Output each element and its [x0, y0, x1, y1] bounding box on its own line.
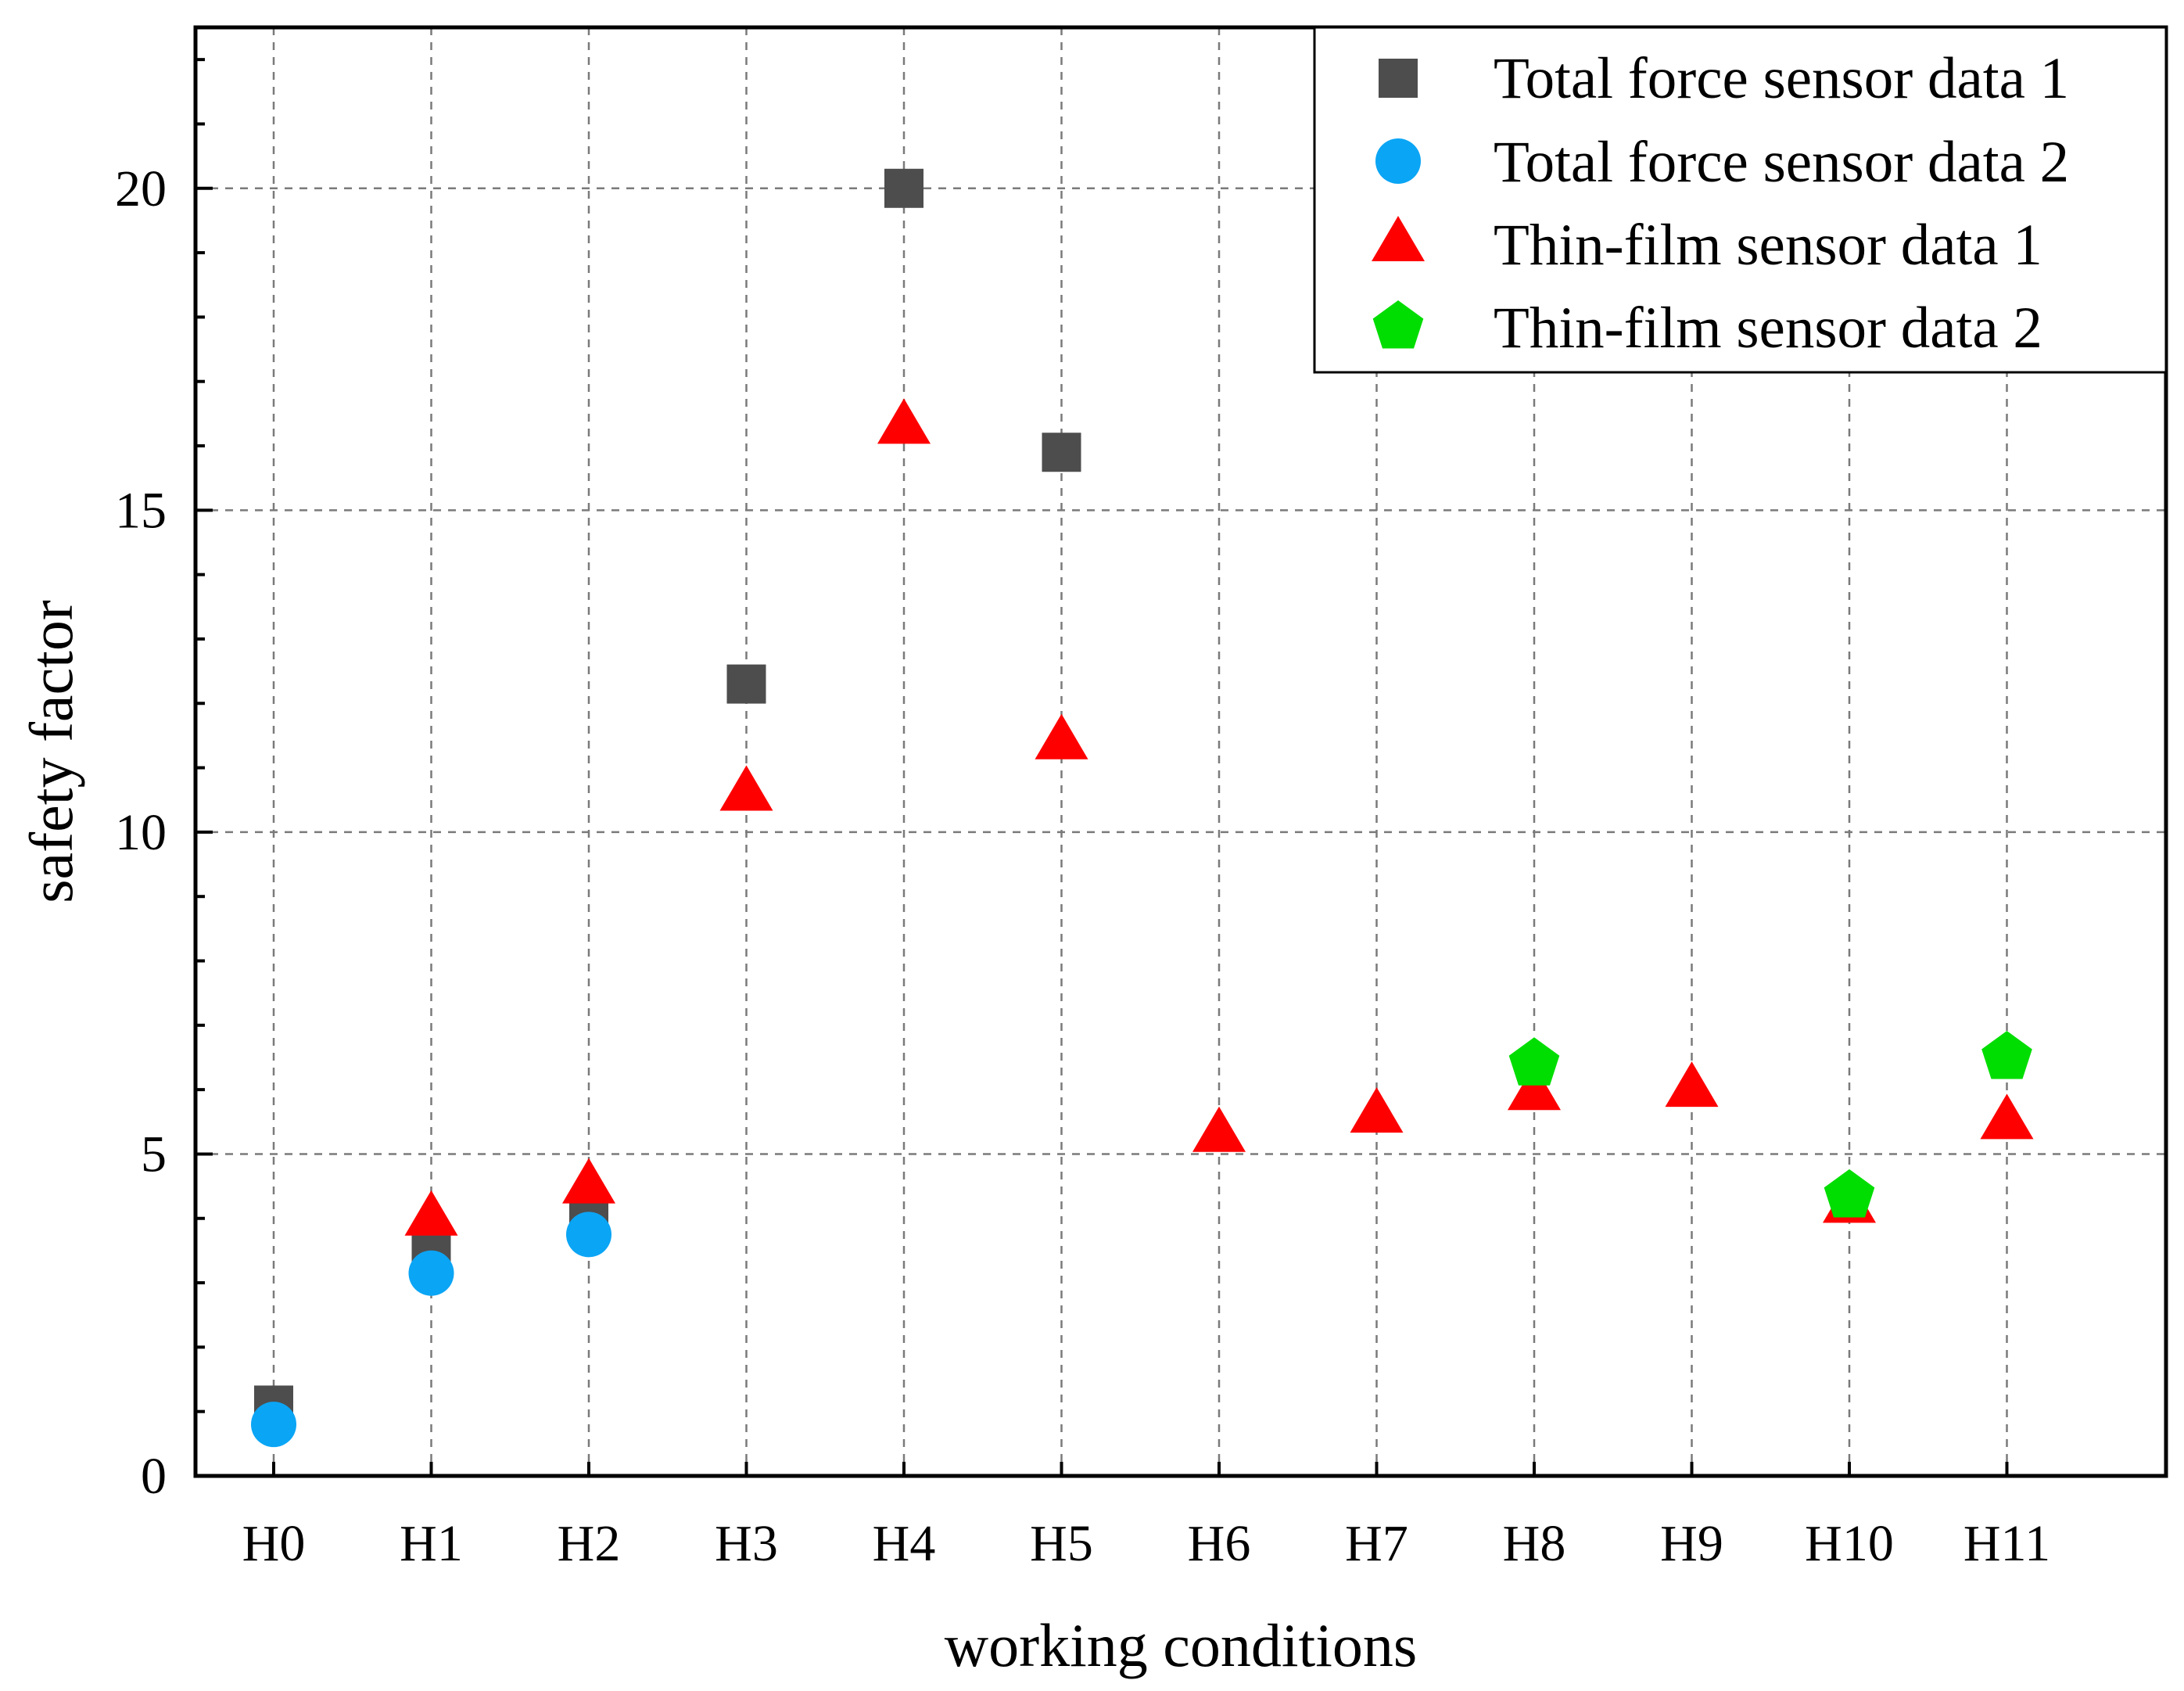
legend-label-total-force-1: Total force sensor data 1 [1494, 46, 2069, 111]
thin-film-1-point [1035, 713, 1088, 759]
legend-label-total-force-2: Total force sensor data 2 [1494, 130, 2069, 195]
x-tick-label: H4 [873, 1515, 936, 1572]
x-tick-label: H6 [1188, 1515, 1251, 1572]
x-tick-label: H11 [1963, 1515, 2050, 1572]
tick-layer [195, 58, 2009, 1477]
total-force-2-point [566, 1212, 611, 1258]
thin-film-1-point [1350, 1087, 1404, 1133]
y-tick-label: 20 [115, 160, 167, 217]
label-layer: H0 H1 H2 H3 H4 H5 H6 H7 H8 H9 H10 H11 0 5 10 15 20 [115, 160, 2050, 1572]
y-tick-label: 10 [115, 804, 167, 861]
grid-layer [195, 27, 2166, 1476]
thin-film-2-point [1981, 1031, 2032, 1079]
plot-frame [193, 25, 2168, 1478]
thin-film-1-point [1508, 1065, 1561, 1111]
thin-film-1-point [877, 398, 931, 444]
y-tick-label: 5 [141, 1126, 167, 1183]
x-tick-label: H8 [1503, 1515, 1566, 1572]
total-force-2-point [408, 1250, 454, 1296]
thin-film-1-point [719, 765, 773, 811]
legend-box [1313, 26, 2168, 374]
legend-label-thin-film-1: Thin-film sensor data 1 [1494, 213, 2042, 278]
x-tick-label: H9 [1660, 1515, 1723, 1572]
total-force-2-point [251, 1402, 296, 1448]
legend: Total force sensor data 1 Total force se… [1313, 26, 2168, 374]
total-force-1-point [884, 168, 923, 208]
y-tick-label: 15 [115, 482, 167, 539]
legend-marker-total-force-1 [1379, 59, 1418, 98]
legend-label-thin-film-2: Thin-film sensor data 2 [1494, 296, 2042, 361]
thin-film-1-point [562, 1158, 615, 1204]
x-tick-label: H3 [715, 1515, 778, 1572]
y-tick-label: 0 [141, 1448, 167, 1505]
x-tick-label: H10 [1805, 1515, 1894, 1572]
thin-film-1-point [1192, 1106, 1246, 1152]
y-axis-title: safety factor [17, 600, 85, 903]
thin-film-2-point [1824, 1169, 1875, 1218]
x-axis-title: working conditions [945, 1611, 1417, 1679]
legend-marker-total-force-2 [1375, 138, 1421, 184]
legend-marker-thin-film-1 [1372, 216, 1425, 262]
legend-marker-thin-film-2 [1372, 300, 1424, 349]
total-force-1-point [726, 664, 766, 704]
x-tick-label: H7 [1345, 1515, 1408, 1572]
legend-markers [1372, 59, 1425, 349]
x-tick-label: H5 [1030, 1515, 1093, 1572]
thin-film-1-point [1665, 1061, 1719, 1108]
x-tick-label: H0 [242, 1515, 306, 1572]
thin-film-1-point [404, 1190, 458, 1236]
x-tick-label: H2 [558, 1515, 621, 1572]
x-tick-label: H1 [400, 1515, 463, 1572]
thin-film-2-point [1508, 1037, 1560, 1086]
marker-layer [251, 168, 2034, 1448]
total-force-1-point [1042, 433, 1081, 472]
thin-film-1-point [1980, 1093, 2034, 1140]
